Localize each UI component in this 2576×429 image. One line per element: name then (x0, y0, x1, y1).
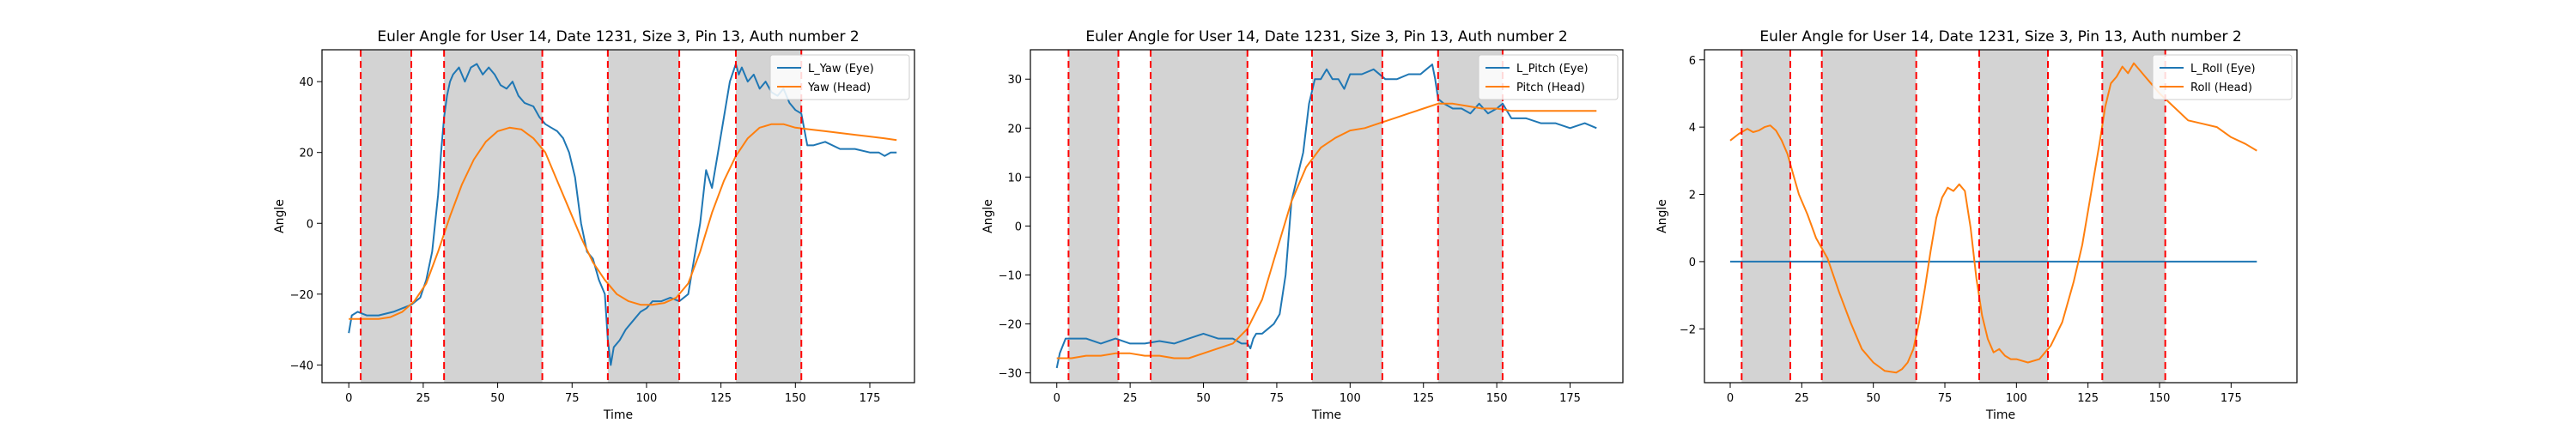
x-tick-label: 50 (1866, 392, 1880, 405)
legend-label: Yaw (Head) (807, 82, 871, 94)
series-line-2 (349, 123, 897, 320)
y-tick-label: 20 (1007, 123, 1022, 136)
x-tick-label: 175 (1559, 392, 1581, 405)
chart-panel-3: 0 25 50 75 100 125 150 175 −2 0 2 4 6 Euler Angle for… (1656, 28, 2298, 422)
shaded-span (361, 50, 412, 383)
shaded-span (607, 50, 680, 383)
x-tick-label: 25 (416, 392, 431, 405)
legend-label: L_Yaw (Eye) (808, 63, 874, 76)
legend-box (2152, 54, 2293, 100)
x-tick-label: 0 (345, 392, 352, 405)
legend-box (1478, 54, 1619, 100)
y-tick-label: 0 (1689, 257, 1696, 269)
y-tick-label: 2 (1689, 190, 1696, 202)
y-tick-label: −2 (1680, 323, 1696, 336)
x-tick-label: 175 (860, 392, 881, 405)
legend-label: Pitch (Head) (1516, 82, 1585, 94)
x-tick-label: 50 (490, 392, 505, 405)
series-line-2 (1729, 62, 2257, 374)
x-tick-label: 75 (1270, 392, 1285, 405)
x-tick-label: 125 (2077, 392, 2099, 405)
legend: L_Yaw (Eye) Yaw (Head) (769, 54, 910, 100)
x-axis-label: Time (1311, 408, 1341, 422)
y-tick-label: 6 (1689, 55, 1696, 68)
chart-title: Euler Angle for User 14, Date 1231, Size… (1085, 28, 1567, 45)
y-tick-label: 0 (1015, 221, 1022, 233)
shaded-span (1437, 50, 1503, 383)
legend: L_Roll (Eye) Roll (Head) (2152, 54, 2293, 100)
x-tick-label: 75 (565, 392, 580, 405)
legend-label: L_Roll (Eye) (2190, 63, 2256, 76)
y-tick-label: −30 (999, 368, 1022, 381)
x-tick-label: 150 (1486, 392, 1508, 405)
x-tick-label: 125 (1413, 392, 1434, 405)
y-axis-label: Angle (981, 199, 995, 233)
shaded-span (1311, 50, 1382, 383)
shaded-span (1068, 50, 1119, 383)
legend: L_Pitch (Eye) Pitch (Head) (1478, 54, 1619, 100)
y-axis-label: Angle (273, 199, 287, 233)
shaded-span (444, 50, 543, 383)
legend-label: Roll (Head) (2190, 82, 2252, 94)
chart-title: Euler Angle for User 14, Date 1231, Size… (1759, 28, 2241, 45)
legend-label: L_Pitch (Eye) (1516, 63, 1589, 76)
axes-frame (321, 49, 915, 384)
x-axis-label: Time (1985, 408, 2015, 422)
y-tick-label: 4 (1689, 122, 1696, 135)
y-tick-label: 30 (1007, 74, 1022, 87)
y-axis-label: Angle (1656, 199, 1669, 233)
x-tick-label: 100 (1340, 392, 1361, 405)
x-tick-label: 150 (785, 392, 806, 405)
axes-frame (1030, 49, 1624, 384)
x-tick-label: 100 (2006, 392, 2027, 405)
x-tick-label: 75 (1938, 392, 1953, 405)
x-axis-label: Time (603, 408, 633, 422)
legend-box (769, 54, 910, 100)
shaded-span (1821, 50, 1917, 383)
x-tick-label: 150 (2149, 392, 2171, 405)
chart-panel-2: 0 25 50 75 100 125 150 175 −30 −20 −10 0 10 20 30 Euler… (981, 28, 1624, 422)
y-tick-label: −20 (290, 289, 313, 302)
x-tick-label: 175 (2221, 392, 2242, 405)
x-tick-label: 25 (1123, 392, 1138, 405)
shaded-span (1151, 50, 1248, 383)
chart-title: Euler Angle for User 14, Date 1231, Size… (377, 28, 859, 45)
y-tick-label: 40 (299, 76, 313, 89)
y-tick-label: −10 (999, 269, 1022, 282)
x-tick-label: 0 (1727, 392, 1734, 405)
y-tick-label: −40 (290, 360, 313, 372)
x-tick-label: 100 (636, 392, 658, 405)
chart-panel-1: 0 25 50 75 100 125 150 175 −40 −20 0 20 40 Euler Angl… (273, 28, 915, 422)
x-tick-label: 50 (1196, 392, 1211, 405)
y-tick-label: 0 (307, 218, 313, 231)
series-line-1 (1055, 63, 1597, 369)
shaded-span (1741, 50, 1790, 383)
x-tick-label: 0 (1054, 392, 1060, 405)
y-tick-label: 10 (1007, 172, 1022, 184)
series-line-2 (1056, 102, 1597, 360)
shaded-span (1979, 50, 2048, 383)
shaded-span (2102, 50, 2166, 383)
y-tick-label: −20 (999, 319, 1022, 332)
axes-frame (1704, 49, 2298, 384)
x-tick-label: 25 (1795, 392, 1809, 405)
x-tick-label: 125 (710, 392, 732, 405)
y-tick-label: 20 (299, 148, 313, 160)
